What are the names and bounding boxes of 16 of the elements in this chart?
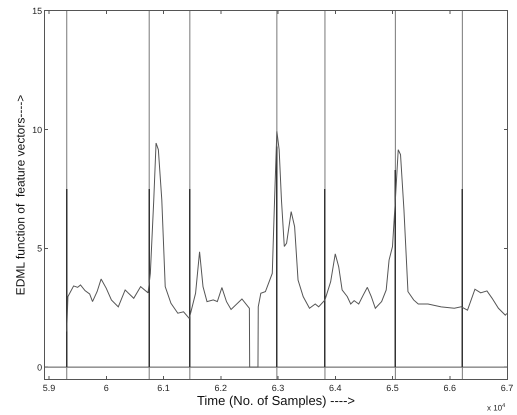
x-tick-label: 5.9 [42, 382, 56, 393]
x-tick-label: 6 [104, 382, 109, 393]
x-axis-title: Time (No. of Samples) ----> [196, 392, 356, 408]
x-tick-label: 6.1 [157, 382, 170, 393]
y-tick-label: 0 [37, 362, 42, 372]
x-tick-label: 6.4 [328, 382, 342, 393]
x-tick-label: 6.3 [272, 382, 284, 393]
y-tick-label: 15 [32, 6, 42, 16]
x-tick-label: 6.5 [386, 382, 399, 393]
x-tick-label: 6.6 [443, 382, 456, 393]
y-axis-title: EDML function of feature vectors----> [13, 94, 28, 296]
x-tick-label: 6.2 [214, 382, 228, 393]
x-tick-label: 6.7 [500, 382, 514, 393]
text: x 10$^{4}$ [487, 403, 506, 412]
y-tick-label: 10 [32, 124, 42, 135]
y-tick-label: 5 [37, 244, 42, 254]
